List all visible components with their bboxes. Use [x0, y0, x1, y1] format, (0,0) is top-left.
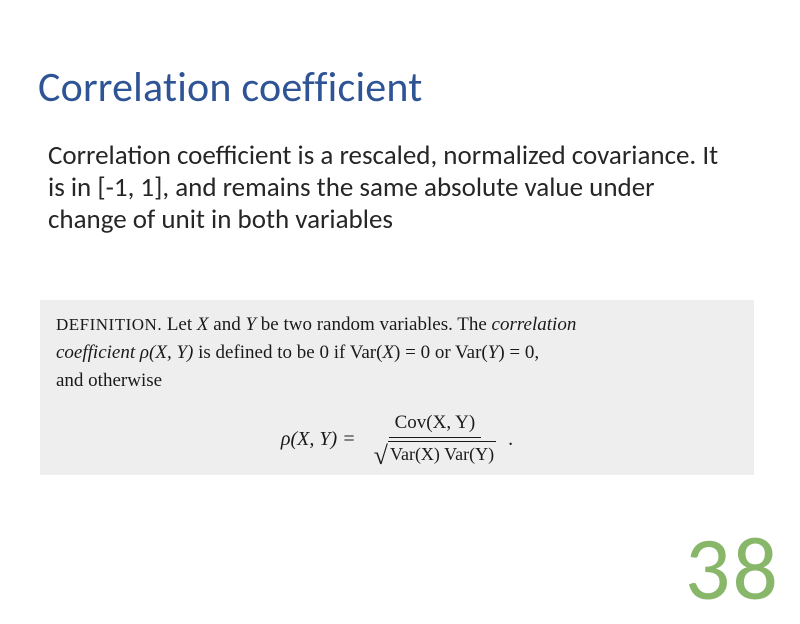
def-text-2b: is defined to be 0 if Var(	[198, 342, 382, 363]
definition-line-2: coefficient ρ(X, Y) is defined to be 0 i…	[56, 342, 738, 364]
formula-fraction: Cov(X, Y) √ Var(X) Var(Y)	[368, 412, 502, 467]
body-text: Correlation coefficient is a rescaled, n…	[48, 140, 728, 236]
radicand: Var(X) Var(Y)	[388, 441, 496, 467]
definition-label: DEFINITION.	[56, 315, 162, 334]
var-y-term: Var(Y)	[440, 444, 494, 464]
formula-denominator: √ Var(X) Var(Y)	[368, 438, 502, 467]
definition-line-1: DEFINITION. Let X and Y be two random va…	[56, 314, 738, 336]
rho-xy: ρ(X, Y)	[135, 342, 198, 363]
coef-italic: coefficient	[56, 342, 135, 363]
def-text-1b: and	[209, 314, 246, 335]
slide-title: Correlation coefficient	[38, 62, 423, 113]
formula-lhs: ρ(X, Y) =	[281, 428, 356, 451]
formula-period: .	[508, 428, 513, 451]
formula: ρ(X, Y) = Cov(X, Y) √ Var(X) Var(Y) .	[56, 412, 738, 467]
var-y: Y	[245, 314, 256, 335]
var-y-2: Y	[488, 342, 499, 363]
var-x: X	[197, 314, 209, 335]
cc-italic: correlation	[492, 314, 577, 335]
definition-box: DEFINITION. Let X and Y be two random va…	[40, 300, 754, 475]
sqrt-icon: √ Var(X) Var(Y)	[374, 441, 496, 467]
formula-numerator: Cov(X, Y)	[389, 412, 482, 438]
def-text-2d: ) = 0,	[498, 342, 539, 363]
def-text-1c: be two random variables. The	[256, 314, 492, 335]
var-x-2: X	[382, 342, 394, 363]
definition-line-3: and otherwise	[56, 370, 738, 392]
page-number: 38	[685, 514, 780, 624]
def-text-2c: ) = 0 or Var(	[394, 342, 488, 363]
slide: Correlation coefficient Correlation coef…	[0, 0, 800, 600]
var-x-term: Var(X)	[390, 444, 440, 464]
def-text-1a: Let	[162, 314, 197, 335]
radical-sign: √	[374, 443, 388, 469]
